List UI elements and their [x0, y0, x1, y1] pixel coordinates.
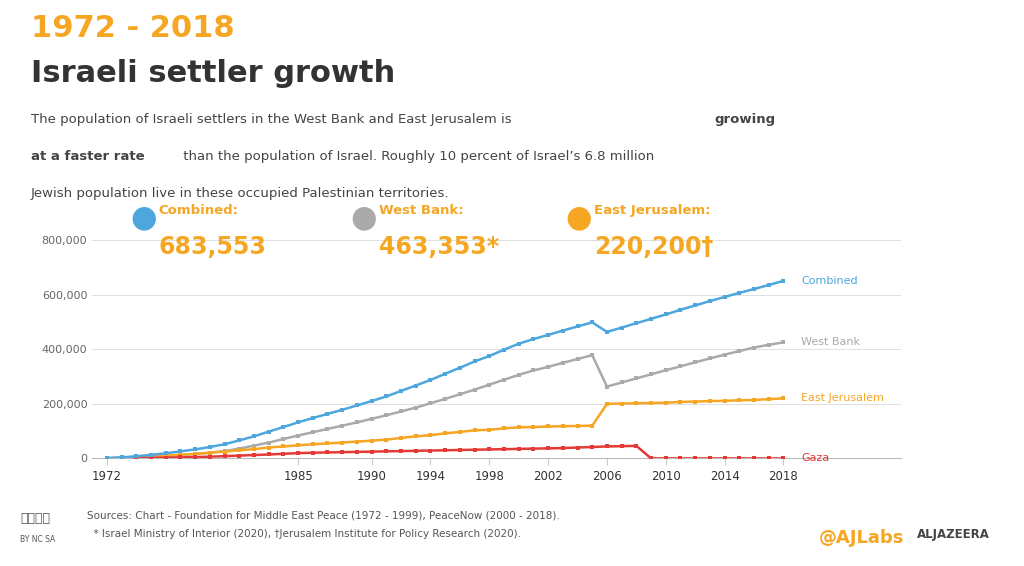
Text: @AJLabs: @AJLabs: [819, 529, 904, 547]
Text: Combined: Combined: [801, 276, 858, 286]
Text: Jewish population live in these occupied Palestinian territories.: Jewish population live in these occupied…: [31, 187, 450, 200]
Text: ⒸⓈⓃⒸ: ⒸⓈⓃⒸ: [20, 512, 50, 525]
Text: Combined:: Combined:: [159, 204, 239, 217]
Text: 1972 - 2018: 1972 - 2018: [31, 14, 234, 43]
Text: Israeli settler growth: Israeli settler growth: [31, 59, 395, 88]
Text: 463,353*: 463,353*: [379, 235, 499, 259]
Text: West Bank: West Bank: [801, 337, 860, 348]
Text: ●: ●: [130, 204, 157, 233]
Text: The population of Israeli settlers in the West Bank and East Jerusalem is: The population of Israeli settlers in th…: [31, 113, 516, 126]
Text: growing: growing: [715, 113, 776, 126]
Text: Gaza: Gaza: [801, 453, 829, 462]
Text: at a faster rate: at a faster rate: [31, 150, 144, 163]
Text: BY NC SA: BY NC SA: [20, 535, 55, 544]
Text: ALJAZEERA: ALJAZEERA: [916, 528, 989, 541]
Text: ●: ●: [565, 204, 592, 233]
Text: 683,553: 683,553: [159, 235, 266, 259]
Text: West Bank:: West Bank:: [379, 204, 464, 217]
Text: Sources: Chart - Foundation for Middle East Peace (1972 - 1999), PeaceNow (2000 : Sources: Chart - Foundation for Middle E…: [87, 511, 560, 521]
Text: East Jerusalem:: East Jerusalem:: [594, 204, 711, 217]
Text: East Jerusalem: East Jerusalem: [801, 393, 884, 404]
Text: * Israel Ministry of Interior (2020), †Jerusalem Institute for Policy Research (: * Israel Ministry of Interior (2020), †J…: [87, 529, 521, 539]
Text: than the population of Israel. Roughly 10 percent of Israel’s 6.8 million: than the population of Israel. Roughly 1…: [179, 150, 654, 163]
Text: ●: ●: [350, 204, 377, 233]
Text: 220,200†: 220,200†: [594, 235, 714, 259]
